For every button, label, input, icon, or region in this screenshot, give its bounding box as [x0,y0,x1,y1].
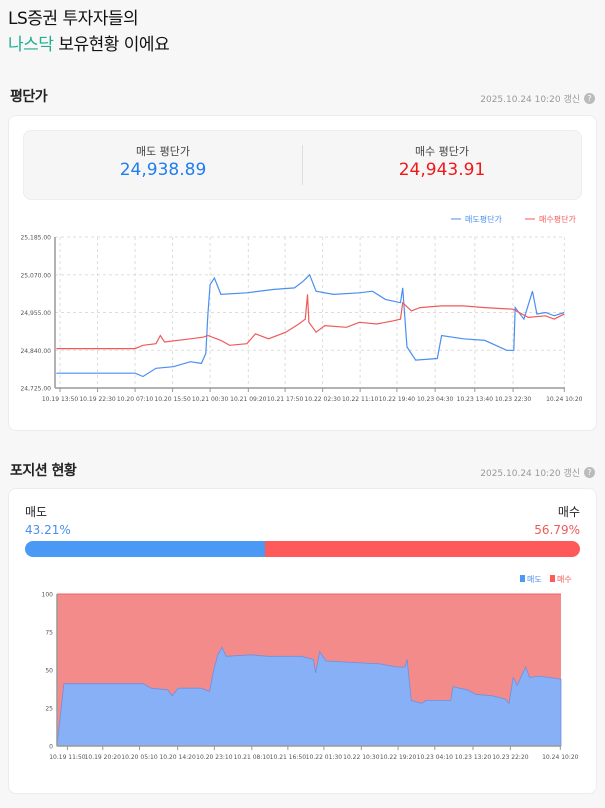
sell-avg-label: 매도 평단가 [135,145,191,158]
avg-updated: 2025.10.24 10:20 갱신? [480,92,595,105]
position-section-title: 포지션 현황 [10,463,77,479]
buy-label: 매수 [557,505,580,519]
heading-line1: LS증권 투자자들의 [8,9,139,29]
position-updated-text: 2025.10.24 10:20 갱신 [480,469,580,479]
avg-updated-text: 2025.10.24 10:20 갱신 [480,95,580,105]
sell-pct: 43.21% [25,523,71,537]
heading-accent: 나스닥 [8,35,54,55]
buy-avg-label: 매수 평단가 [414,145,470,158]
avg-price-summary: 매도 평단가 24,938.89 매수 평단가 24,943.91 [23,130,582,200]
buy-avg-value: 24,943.91 [398,160,486,180]
avg-section-title: 평단가 [10,89,48,105]
page-heading: LS증권 투자자들의 나스닥 보유현황 이에요 [8,6,170,58]
sell-bar-fill [25,541,265,557]
position-card: 매도 43.21% 매수 56.79% [8,488,597,794]
buy-ratio: 매수 56.79% [534,503,580,537]
position-updated: 2025.10.24 10:20 갱신? [480,466,595,479]
buy-avg: 매수 평단가 24,943.91 [303,131,581,199]
sell-label: 매도 [25,505,48,519]
buy-bar-fill [264,541,580,557]
heading-rest: 보유현황 이에요 [53,35,170,55]
heading-line2: 나스닥 보유현황 이에요 [8,32,170,58]
sell-ratio: 매도 43.21% [25,503,71,537]
sell-avg: 매도 평단가 24,938.89 [24,131,302,199]
buy-pct: 56.79% [534,523,580,537]
question-circle-icon[interactable]: ? [584,93,595,104]
question-circle-icon[interactable]: ? [584,467,595,478]
divider [302,145,303,185]
position-bar [25,541,580,557]
sell-avg-value: 24,938.89 [119,160,207,180]
avg-price-card: 매도 평단가 24,938.89 매수 평단가 24,943.91 [8,115,597,431]
